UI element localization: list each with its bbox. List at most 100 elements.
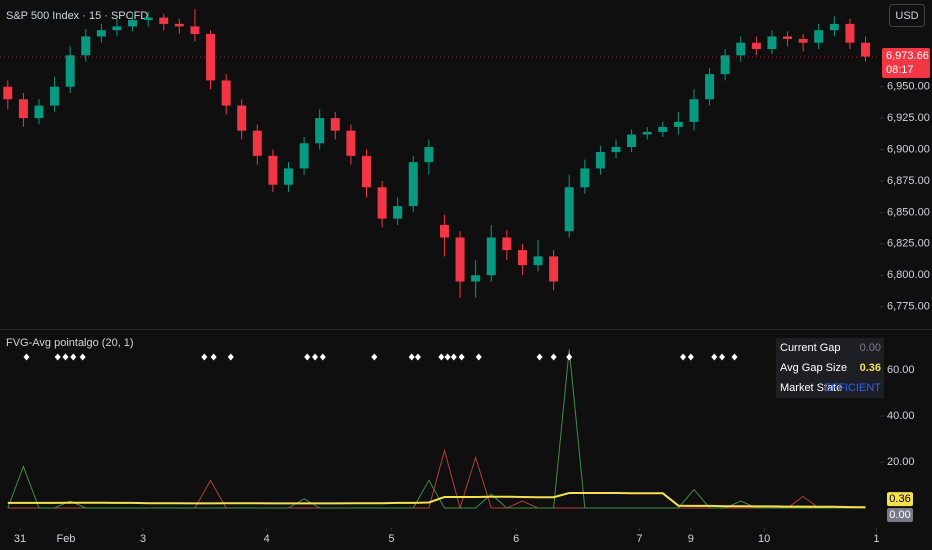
currency-label[interactable]: USD [895, 10, 918, 22]
candle-body [408, 162, 418, 207]
x-tick-label: 3 [140, 533, 146, 545]
fvg-marker [79, 353, 86, 361]
candle-body [252, 130, 262, 156]
fvg-marker [731, 353, 738, 361]
x-tick-label: 7 [636, 533, 642, 545]
status-table [776, 338, 884, 398]
candle-body [549, 256, 559, 282]
symbol-title: S&P 500 Index · 15 · SPCFD [6, 10, 148, 22]
candle-body [502, 237, 512, 251]
x-tick-label: Feb [56, 533, 75, 545]
candle-body [705, 74, 715, 100]
candle-body [315, 118, 325, 144]
x-tick-label: 6 [513, 533, 519, 545]
candle-body [237, 105, 247, 131]
currency-button[interactable] [889, 4, 925, 27]
candle-body [18, 99, 28, 119]
table-label: Avg Gap Size [780, 362, 847, 374]
indicator-title: FVG-Avg pointalgo (20, 1) [6, 337, 134, 349]
candle-body [143, 17, 153, 21]
indicator-line [7, 492, 866, 509]
fvg-marker [680, 353, 687, 361]
fvg-marker [62, 353, 69, 361]
candle-body [128, 20, 138, 27]
fvg-marker [536, 353, 543, 361]
candle-body [221, 80, 231, 106]
last-value-box [887, 492, 913, 507]
fvg-marker [70, 353, 77, 361]
last-value-box [887, 507, 913, 522]
candle-body [50, 86, 60, 106]
y-tick-label: 6,850.00 [887, 206, 930, 218]
candle-body [81, 36, 91, 56]
candle-body [96, 30, 106, 37]
candle-body [595, 152, 605, 169]
candle-body [268, 155, 278, 185]
indicator-line [7, 349, 866, 509]
candle-body [829, 23, 839, 31]
fvg-marker [475, 353, 482, 361]
candle-body [658, 126, 668, 132]
table-label: Market State [780, 382, 842, 394]
fvg-marker [719, 353, 726, 361]
fvg-marker [371, 353, 378, 361]
candle-body [861, 42, 871, 57]
table-value: 0.00 [860, 342, 881, 354]
candle-body [720, 55, 730, 75]
candle-body [299, 143, 309, 169]
candle-body [517, 250, 527, 266]
fvg-marker [54, 353, 61, 361]
fvg-marker [458, 353, 465, 361]
candle-body [486, 237, 496, 276]
y-tick-label: 6,875.00 [887, 175, 930, 187]
candle-body [814, 30, 824, 43]
fvg-marker [304, 353, 311, 361]
candle-body [34, 105, 44, 119]
fvg-marker [444, 353, 451, 361]
y-tick-label: 6,800.00 [887, 269, 930, 281]
candle-body [798, 38, 808, 43]
fvg-marker [227, 353, 234, 361]
candle-body [736, 42, 746, 56]
candle-body [65, 55, 75, 87]
candle-body [159, 17, 169, 24]
y-tick-label: 20.00 [887, 456, 915, 468]
candle-body [393, 206, 403, 219]
x-tick-label: 10 [758, 533, 770, 545]
y-tick-label: 6,950.00 [887, 81, 930, 93]
y-tick-label: 60.00 [887, 364, 915, 376]
x-tick-label: 31 [14, 533, 26, 545]
fvg-marker [687, 353, 694, 361]
fvg-marker [408, 353, 415, 361]
last-value-label: 0.36 [889, 493, 910, 505]
candle-body [611, 147, 621, 153]
candle-body [424, 147, 434, 163]
candle-body [689, 99, 699, 122]
y-tick-label: 6,775.00 [887, 301, 930, 313]
fvg-marker [201, 353, 208, 361]
table-value: 0.36 [860, 362, 881, 374]
candle-body [564, 187, 574, 232]
x-tick-label: 1 [873, 533, 879, 545]
candle-body [642, 131, 652, 135]
candle-body [580, 168, 590, 188]
candle-body [377, 187, 387, 219]
candle-body [206, 33, 216, 81]
last-price-box [882, 47, 930, 78]
fvg-marker [319, 353, 326, 361]
candle-body [190, 26, 200, 34]
fvg-marker [450, 353, 457, 361]
candle-body [627, 134, 637, 148]
candle-body [112, 26, 122, 31]
last-value-label: 0.00 [889, 509, 910, 521]
candle-body [783, 36, 793, 39]
candle-body [3, 86, 13, 100]
table-label: Current Gap [780, 342, 841, 354]
fvg-marker [550, 353, 557, 361]
y-tick-label: 6,925.00 [887, 112, 930, 124]
x-tick-label: 9 [688, 533, 694, 545]
y-tick-label: 40.00 [887, 410, 915, 422]
candle-body [533, 256, 543, 266]
y-tick-label: 6,825.00 [887, 238, 930, 250]
